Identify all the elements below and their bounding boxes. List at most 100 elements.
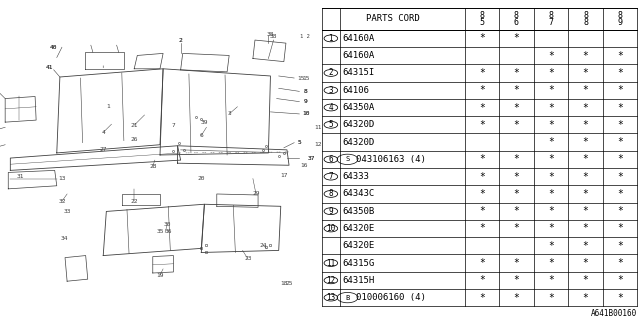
Text: *: * [479,223,485,234]
Text: 9: 9 [618,18,623,27]
Text: 8: 8 [583,11,588,20]
Text: 28: 28 [149,164,157,169]
Text: *: * [513,33,520,44]
Text: *: * [513,102,520,113]
Text: 19: 19 [156,273,164,277]
Text: 1: 1 [106,104,110,109]
Text: *: * [617,223,623,234]
Text: 11: 11 [314,125,322,130]
Text: 6: 6 [200,133,203,138]
Text: *: * [548,189,554,199]
Text: *: * [582,241,589,251]
Text: 1: 1 [328,34,333,43]
Text: *: * [617,275,623,285]
Text: 41: 41 [46,65,53,70]
Text: *: * [548,258,554,268]
Text: *: * [513,258,520,268]
Text: *: * [548,137,554,147]
Text: *: * [479,275,485,285]
Text: 7: 7 [548,18,554,27]
Text: *: * [582,258,589,268]
Text: 8: 8 [303,89,307,94]
Text: *: * [513,223,520,234]
Text: 37: 37 [308,156,316,161]
Text: *: * [548,241,554,251]
Text: 64160A: 64160A [342,34,374,43]
Text: 10: 10 [302,111,309,116]
Text: *: * [479,85,485,95]
Text: *: * [479,33,485,44]
Text: 39: 39 [200,120,208,125]
Text: *: * [548,51,554,61]
Text: 24: 24 [259,243,267,248]
Text: 21: 21 [131,123,138,128]
Text: *: * [617,51,623,61]
Text: *: * [582,206,589,216]
Text: *: * [548,292,554,303]
Text: *: * [513,68,520,78]
Text: 5: 5 [479,18,484,27]
Text: *: * [617,120,623,130]
Text: 29: 29 [252,191,260,196]
Text: 8: 8 [479,11,484,20]
Text: 30: 30 [163,222,171,227]
Text: 64320D: 64320D [342,120,374,129]
Text: PARTS CORD: PARTS CORD [367,14,420,23]
Text: 4: 4 [328,103,333,112]
Text: 15: 15 [302,76,309,81]
Text: 10: 10 [326,224,335,233]
Text: 34: 34 [60,236,68,241]
Text: 64320D: 64320D [342,138,374,147]
Text: 13: 13 [326,293,335,302]
Text: *: * [548,154,554,164]
Text: *: * [513,154,520,164]
Text: *: * [617,102,623,113]
Text: *: * [548,172,554,182]
Text: *: * [548,206,554,216]
Text: 8: 8 [303,89,307,94]
Text: *: * [617,258,623,268]
Text: *: * [479,189,485,199]
Text: 6: 6 [514,18,519,27]
Text: *: * [548,120,554,130]
Text: 64333: 64333 [342,172,369,181]
Text: 40: 40 [50,45,58,50]
Text: *: * [548,68,554,78]
Text: *: * [617,206,623,216]
Text: S: S [346,156,349,162]
Text: 8: 8 [583,18,588,27]
Text: 64315H: 64315H [342,276,374,285]
Text: *: * [479,292,485,303]
Text: *: * [513,292,520,303]
Text: *: * [513,206,520,216]
Text: 64315G: 64315G [342,259,374,268]
Text: *: * [479,258,485,268]
Text: *: * [582,137,589,147]
Text: 4: 4 [101,130,105,135]
Text: *: * [582,292,589,303]
Text: *: * [479,206,485,216]
Text: *: * [582,68,589,78]
Text: 13: 13 [58,176,66,181]
Text: 8: 8 [328,189,333,198]
Text: *: * [548,223,554,234]
Text: 2: 2 [328,68,333,77]
Text: 11: 11 [326,259,335,268]
Text: 38: 38 [267,32,274,37]
Text: 64315I: 64315I [342,68,374,77]
Text: *: * [582,85,589,95]
Text: 64106: 64106 [342,86,369,95]
Text: 32: 32 [58,199,66,204]
Text: 8: 8 [514,11,519,20]
Text: 64320E: 64320E [342,224,374,233]
Text: B: B [346,295,349,300]
Text: *: * [479,102,485,113]
Text: 1 2: 1 2 [300,35,309,39]
Text: 16: 16 [301,163,308,168]
Text: 41: 41 [46,65,53,70]
Text: *: * [582,223,589,234]
Text: *: * [479,120,485,130]
Text: 8: 8 [618,11,623,20]
Text: 35: 35 [156,229,164,235]
Text: 010006160 (4): 010006160 (4) [356,293,426,302]
